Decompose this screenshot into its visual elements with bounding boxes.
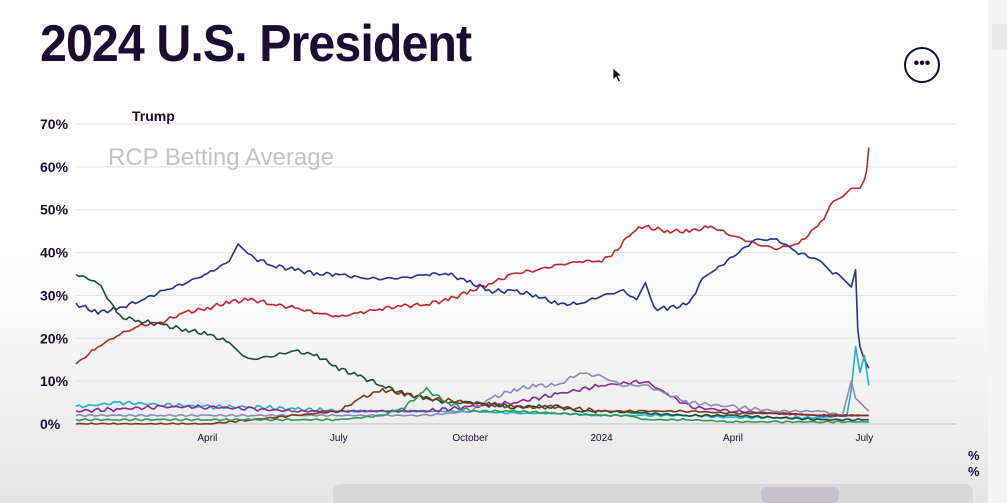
y-tick-label: 30%	[40, 287, 69, 303]
x-axis-ticks: April July October 2024 April July	[197, 433, 873, 444]
x-tick-label: April	[197, 433, 217, 444]
series-line-rfk-jr-[interactable]	[75, 387, 869, 425]
range-selected-indicator[interactable]	[761, 487, 839, 503]
y-tick-label: 40%	[40, 245, 69, 261]
chart-grid	[76, 123, 957, 425]
y-tick-label: 50%	[40, 202, 69, 218]
series-line-trump[interactable]	[75, 147, 870, 365]
ellipsis-icon: •••	[913, 55, 931, 72]
side-percent-value: %	[968, 448, 980, 463]
x-tick-label: 2024	[590, 433, 613, 444]
y-tick-label: 0%	[40, 416, 61, 432]
time-range-bar	[333, 484, 973, 503]
x-tick-label: April	[723, 433, 743, 444]
x-tick-label: July	[856, 433, 874, 444]
series-lines	[75, 147, 870, 425]
y-tick-label: 70%	[40, 116, 69, 132]
right-edge-panel	[988, 0, 1007, 503]
right-edge-tab[interactable]	[992, 24, 1007, 50]
series-line-michelle-obama[interactable]	[75, 386, 869, 424]
mouse-cursor-icon	[612, 67, 624, 83]
y-tick-label: 10%	[40, 373, 69, 389]
page-title: 2024 U.S. President	[40, 15, 472, 73]
series-line-newsom[interactable]	[75, 379, 869, 418]
y-tick-label: 60%	[40, 159, 69, 175]
side-percent-value: %	[968, 464, 980, 479]
x-tick-label: October	[452, 433, 488, 444]
y-axis-ticks: 70% 60% 50% 40% 30% 20% 10% 0%	[40, 116, 69, 432]
more-options-button[interactable]: •••	[904, 47, 940, 83]
series-line-desantis[interactable]	[75, 273, 869, 422]
series-line-biden[interactable]	[75, 238, 870, 369]
y-tick-label: 20%	[40, 330, 69, 346]
chart-subtitle: RCP Betting Average	[108, 144, 334, 171]
x-tick-label: July	[330, 433, 348, 444]
highlight-series-label: Trump	[132, 108, 175, 124]
